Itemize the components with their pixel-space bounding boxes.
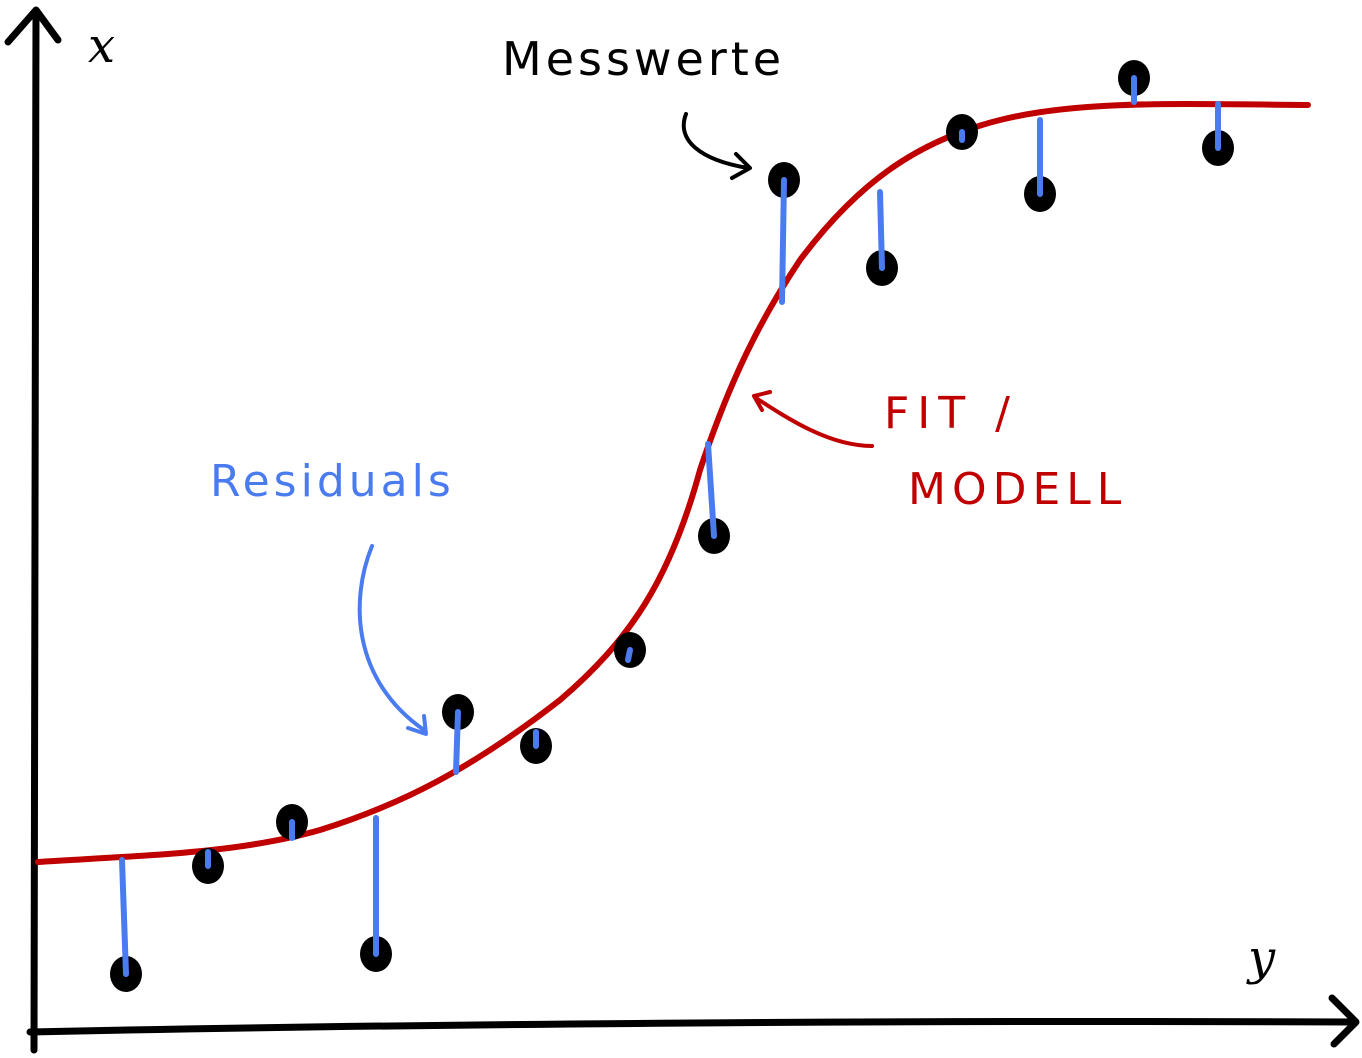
residual-segments: [119, 75, 1221, 977]
vertical-axis: [30, 10, 40, 1054]
fit-arrow: [754, 396, 874, 448]
vertical-axis-label: x: [88, 18, 118, 74]
model-curve: [35, 101, 1311, 865]
residual-segment: [453, 709, 461, 775]
residuals-arrow: [357, 544, 426, 732]
annotation-arrows: [357, 112, 874, 736]
messwerte-arrow: [681, 112, 750, 170]
residual-segment: [119, 857, 129, 977]
residual-segment: [877, 189, 885, 271]
axes: [4, 6, 1360, 1054]
vertical-axis-arrowhead: [4, 6, 62, 46]
fit-annotation-line2: MODELL: [908, 464, 1128, 515]
residuals-arrowhead: [406, 714, 428, 736]
messwerte-arrowhead: [730, 152, 752, 180]
fit-annotation-line1: FIT /: [884, 388, 1018, 439]
horizontal-axis: [26, 1017, 1356, 1036]
horizontal-axis-arrowhead: [1328, 994, 1360, 1048]
horizontal-axis-label: y: [1248, 930, 1278, 986]
residual-segment: [705, 441, 717, 539]
measurements-annotation: Messwerte: [502, 32, 786, 86]
residual-segment: [779, 177, 787, 305]
residual-segment: [625, 647, 633, 663]
measurement-points: [110, 60, 1234, 992]
fit-arrowhead: [752, 390, 772, 412]
residuals-annotation: Residuals: [210, 456, 455, 507]
